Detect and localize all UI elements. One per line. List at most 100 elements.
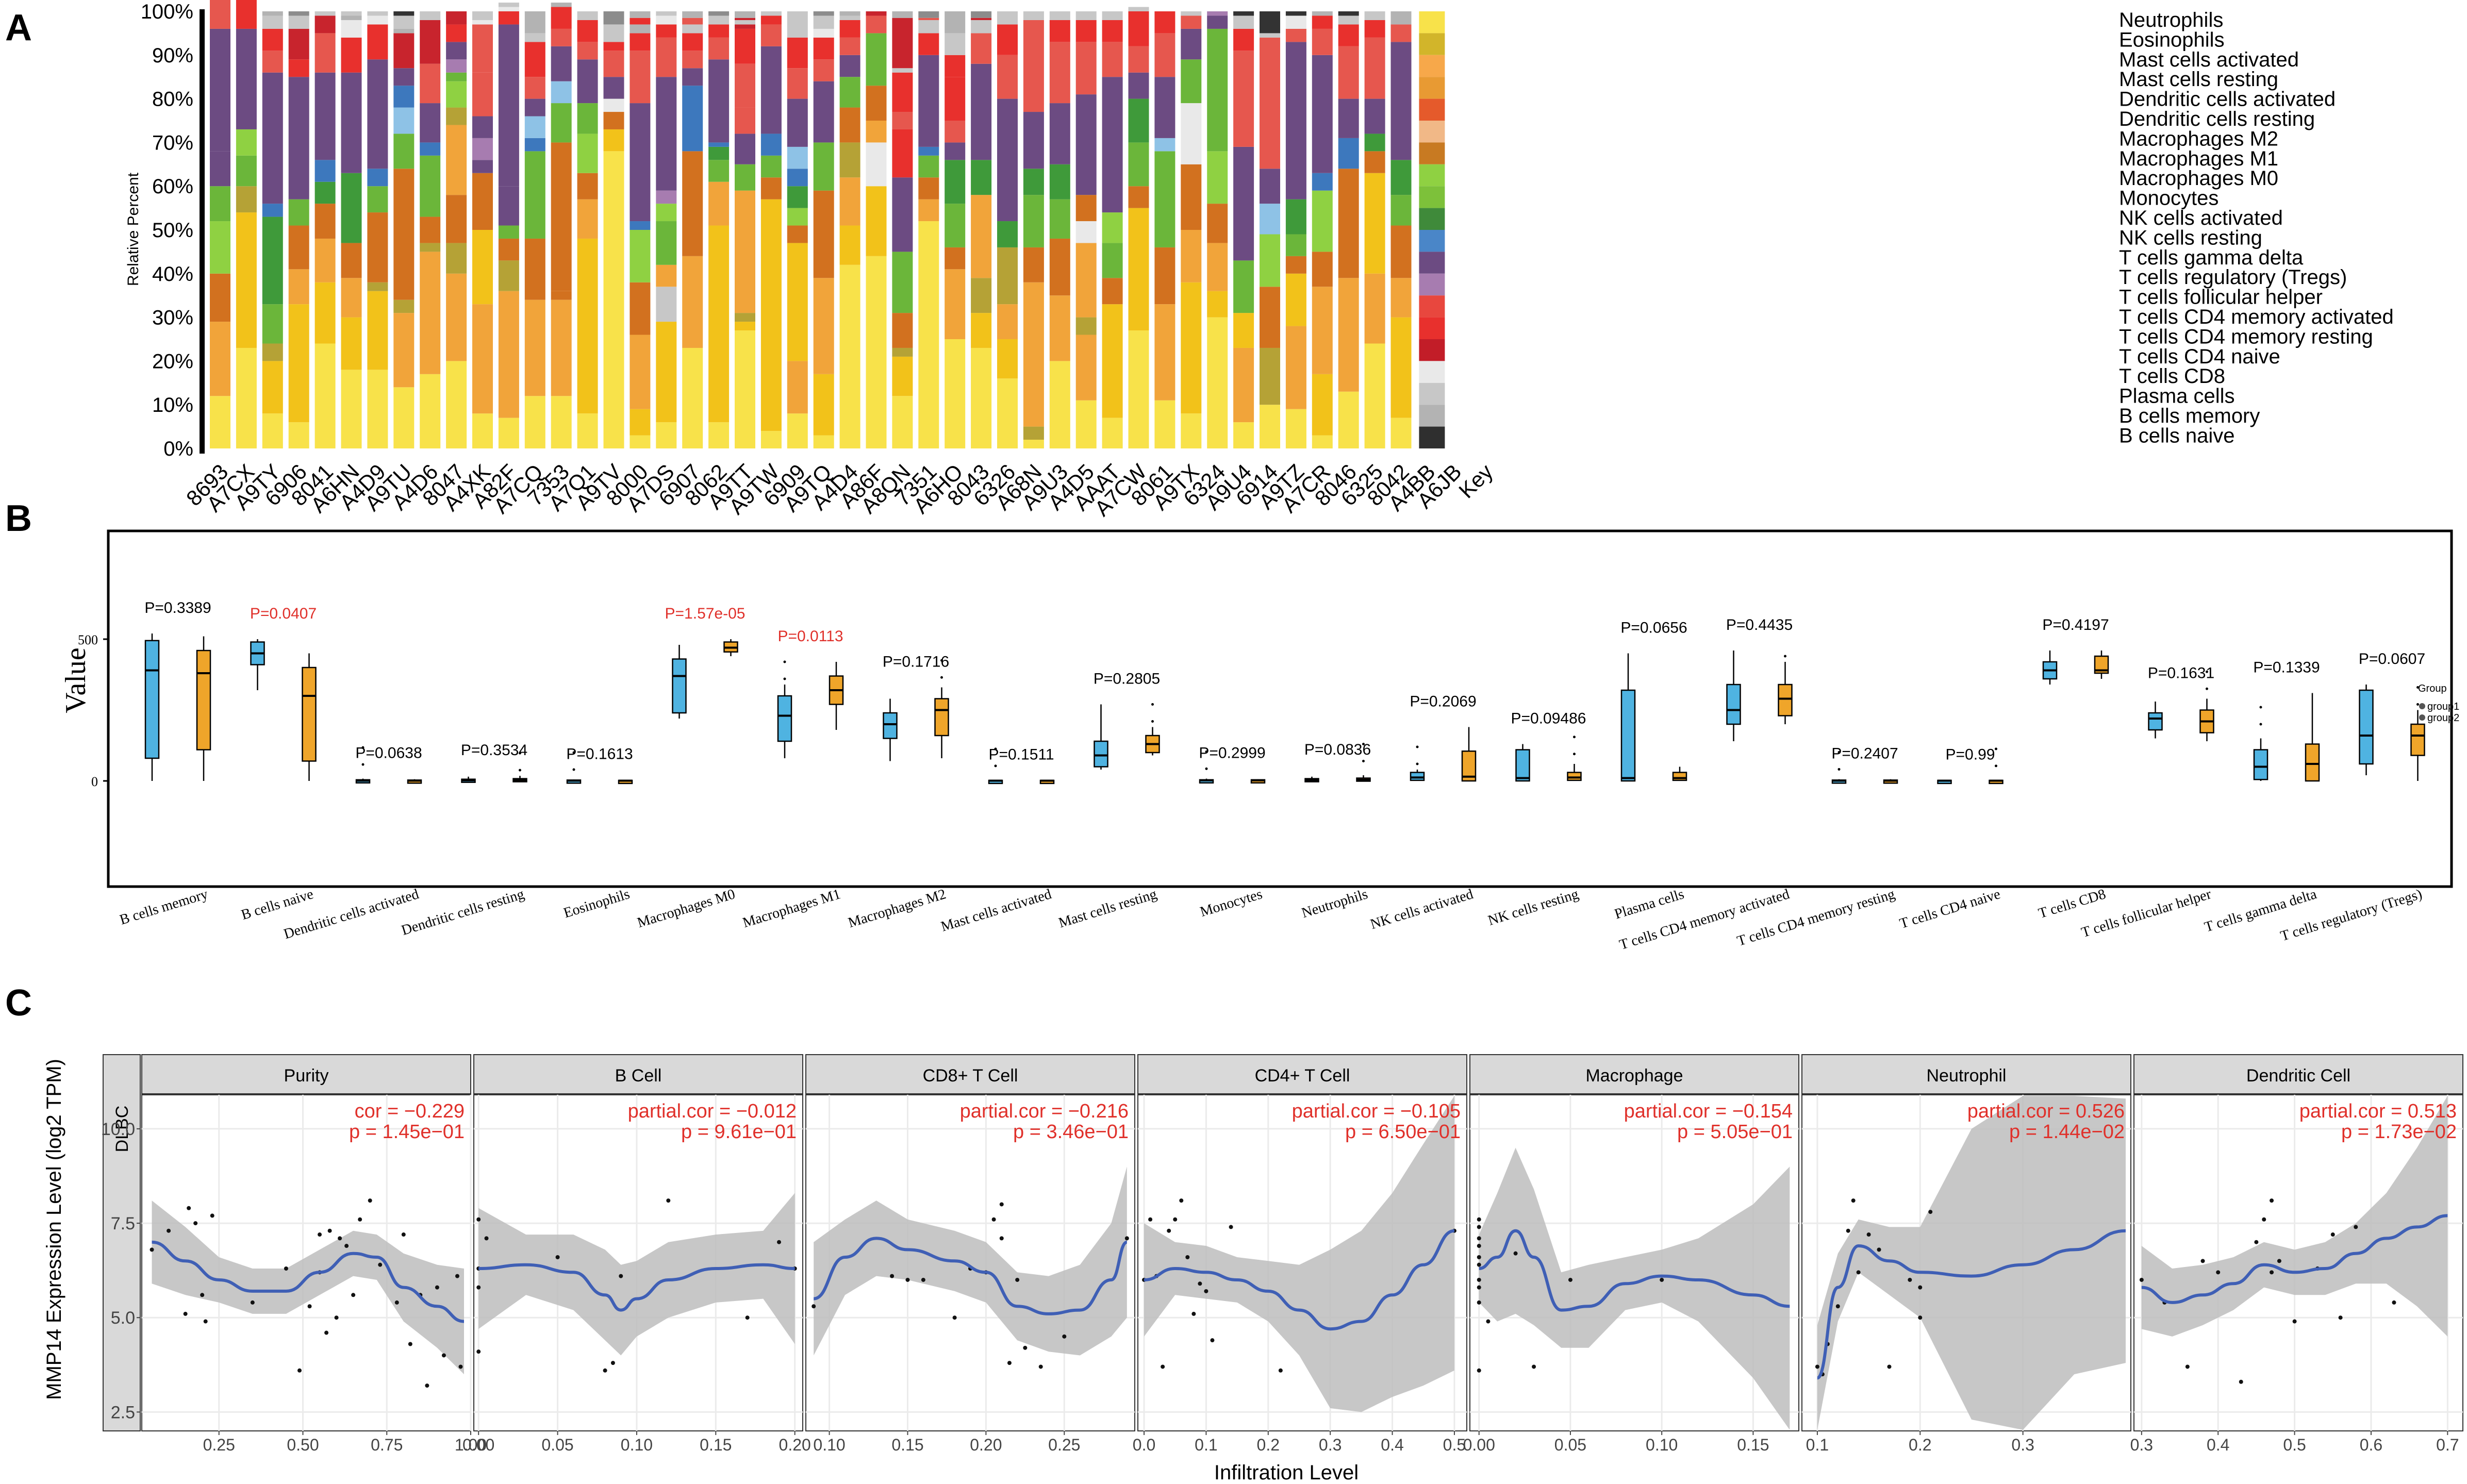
facet-strip <box>473 1054 803 1094</box>
bar-8046 <box>1338 11 1359 448</box>
bar-segment <box>892 177 913 252</box>
x-tick-label: 0.6 <box>2360 1436 2382 1454</box>
bar-segment <box>760 46 782 134</box>
x-tick-label: 1.00 <box>455 1436 487 1454</box>
bar-segment <box>839 177 860 226</box>
bar-segment <box>1075 221 1097 243</box>
x-tick-label: 0.15 <box>700 1436 732 1454</box>
data-point <box>2270 1198 2274 1203</box>
bar-segment <box>577 103 598 134</box>
key-swatch <box>1419 11 1445 34</box>
bar-segment <box>1233 146 1254 261</box>
bar-segment <box>1364 273 1385 344</box>
bar-segment <box>1285 409 1306 448</box>
data-point <box>368 1198 372 1203</box>
x-tick-label: 0.20 <box>970 1436 1002 1454</box>
bar-segment <box>1312 55 1333 173</box>
y-tick-label: 40% <box>152 263 193 286</box>
bar-segment <box>735 164 755 191</box>
bar-segment <box>918 18 939 20</box>
bar-A7DS <box>656 11 677 448</box>
data-point <box>358 1217 362 1222</box>
facet-title: Dendritic Cell <box>2246 1066 2350 1086</box>
data-point <box>1477 1217 1481 1222</box>
bar-segment <box>813 142 834 191</box>
data-point <box>2216 1270 2221 1275</box>
data-point <box>2277 1259 2281 1263</box>
legend-marker <box>2419 714 2425 721</box>
bar-segment <box>630 11 651 18</box>
panel-a-y-axis-label: Relative Percent <box>125 172 142 286</box>
bar-segment <box>472 304 493 414</box>
bar-segment <box>1128 208 1149 331</box>
bar-segment <box>1285 28 1306 42</box>
p-value-label: P=0.3534 <box>461 742 527 759</box>
bar-segment <box>682 86 703 152</box>
outlier <box>783 660 786 663</box>
bar-segment <box>1102 418 1123 448</box>
smooth-line <box>1479 1229 1790 1312</box>
bar-segment <box>551 299 572 396</box>
bar-segment <box>892 313 913 348</box>
bar-segment <box>446 24 467 42</box>
bar-segment <box>918 221 939 448</box>
bar-segment <box>1128 11 1149 46</box>
bar-segment <box>210 186 230 222</box>
bar-segment <box>1075 20 1097 42</box>
bar-segment <box>393 134 415 169</box>
bar-segment <box>498 260 519 291</box>
legend-entry: Eosinophils <box>2119 28 2225 51</box>
x-tick-label: 0.00 <box>1463 1436 1495 1454</box>
bar-segment <box>1233 15 1254 29</box>
x-tick-label: Neutrophils <box>1300 886 1370 921</box>
panel-label-c: C <box>5 982 32 1024</box>
bar-segment <box>813 278 834 374</box>
stat-pvalue: p = 1.44e−02 <box>2009 1121 2125 1143</box>
confidence-band <box>814 1166 1127 1356</box>
bar-segment <box>341 243 362 278</box>
bar-segment <box>787 243 808 361</box>
bar-segment <box>210 273 230 322</box>
bar-segment <box>1233 51 1254 147</box>
bar-segment <box>236 186 257 213</box>
data-point <box>1846 1228 1850 1233</box>
x-tick-label: 0.05 <box>541 1436 573 1454</box>
bar-segment <box>656 77 677 191</box>
key-swatch <box>1419 405 1445 427</box>
data-point <box>435 1285 439 1290</box>
outlier <box>2416 686 2419 689</box>
data-point <box>458 1364 463 1369</box>
bar-segment <box>498 24 519 187</box>
legend-entry: T cells regulatory (Tregs) <box>2119 266 2347 289</box>
bar-segment <box>498 418 519 448</box>
box <box>1672 772 1687 781</box>
data-point <box>921 1277 925 1282</box>
bar-segment <box>708 37 730 60</box>
box-group-1 <box>250 639 317 781</box>
bar-8042 <box>1390 11 1412 448</box>
data-point <box>408 1342 412 1346</box>
box-group-8 <box>988 747 1055 785</box>
bar-segment <box>892 396 913 448</box>
legend-entry: Mast cells resting <box>2119 68 2278 91</box>
bar-segment <box>420 252 441 374</box>
bar-segment <box>1154 400 1175 448</box>
data-point <box>1191 1311 1196 1316</box>
box <box>2359 689 2374 765</box>
bar-segment <box>524 151 545 239</box>
data-point <box>991 1217 996 1222</box>
bar-segment <box>892 252 913 313</box>
box <box>1620 689 1636 782</box>
bar-segment <box>787 186 808 208</box>
bar-segment <box>1102 212 1123 243</box>
bar-segment <box>341 278 362 318</box>
data-point <box>2262 1217 2266 1222</box>
facet-title: Neutrophil <box>1927 1066 2007 1086</box>
legend-entry: Macrophages M2 <box>2119 127 2278 150</box>
data-point <box>1660 1277 1664 1282</box>
data-point <box>999 1202 1004 1207</box>
p-value-label: P=0.0113 <box>777 628 843 645</box>
data-point <box>200 1293 205 1297</box>
stat-correlation: partial.cor = −0.105 <box>1292 1101 1461 1122</box>
